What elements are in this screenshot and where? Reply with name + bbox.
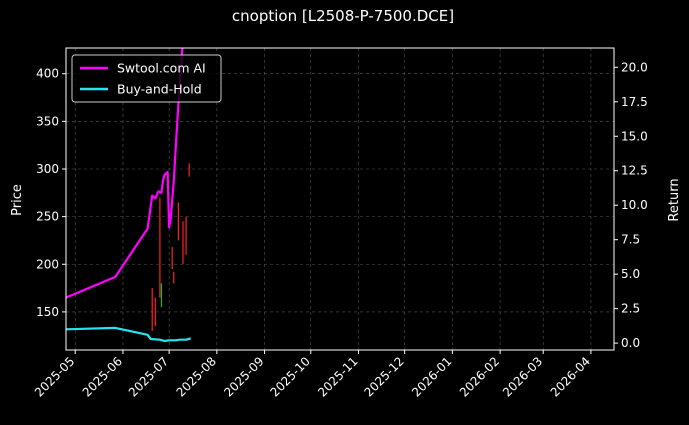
y-tick-label-left: 250 (36, 210, 59, 224)
x-tick-label: 2025-07 (126, 354, 171, 399)
y-tick-label-right: 12.5 (621, 164, 648, 178)
x-tick-label: 2026-04 (548, 354, 593, 399)
y-tick-label-left: 150 (36, 305, 59, 319)
x-tick-label: 2025-09 (221, 354, 266, 399)
y-tick-label-right: 2.5 (621, 302, 640, 316)
x-tick-label: 2025-06 (80, 354, 125, 399)
y-axis-right: 0.0 2.5 5.0 7.5 10.0 12.5 15.0 17.5 20.0 (614, 60, 648, 350)
y-tick-label-left: 350 (36, 114, 59, 128)
x-tick-label: 2025-05 (32, 354, 77, 399)
candles (151, 163, 190, 331)
x-tick-label: 2026-02 (457, 354, 502, 399)
y-tick-label-right: 15.0 (621, 129, 648, 143)
legend-box (71, 54, 222, 103)
y-tick-label-right: 10.0 (621, 198, 648, 212)
y-tick-label-left: 300 (36, 162, 59, 176)
y-tick-label-right: 0.0 (621, 336, 640, 350)
y-tick-label-right: 5.0 (621, 267, 640, 281)
y-axis-label-left: Price (10, 184, 25, 216)
x-axis: 2025-05 2025-06 2025-07 2025-08 2025-09 2025-… (32, 350, 593, 400)
x-tick-label: 2025-08 (174, 354, 219, 399)
series-lines (66, 48, 192, 343)
y-tick-label-right: 17.5 (621, 95, 648, 109)
y-tick-label-left: 400 (36, 67, 59, 81)
series-line (66, 326, 192, 343)
legend: Swtool.com AI Buy-and-Hold (71, 54, 222, 103)
chart-title: cnoption [L2508-P-7500.DCE] (232, 7, 454, 25)
y-tick-label-right: 20.0 (621, 60, 648, 74)
y-axis-left: 150 200 250 300 350 400 (36, 67, 66, 319)
x-tick-label: 2026-01 (409, 354, 454, 399)
x-tick-label: 2025-12 (361, 354, 406, 399)
y-tick-label-right: 7.5 (621, 233, 640, 247)
plot-frame (65, 47, 615, 351)
x-tick-label: 2025-10 (268, 354, 313, 399)
y-tick-label-left: 200 (36, 257, 59, 271)
legend-label: Swtool.com AI (117, 61, 206, 76)
legend-label: Buy-and-Hold (117, 82, 202, 97)
series-line (66, 48, 184, 299)
y-axis-label-right: Return (667, 178, 682, 221)
x-tick-label: 2026-03 (500, 354, 545, 399)
x-tick-label: 2025-11 (315, 354, 360, 399)
